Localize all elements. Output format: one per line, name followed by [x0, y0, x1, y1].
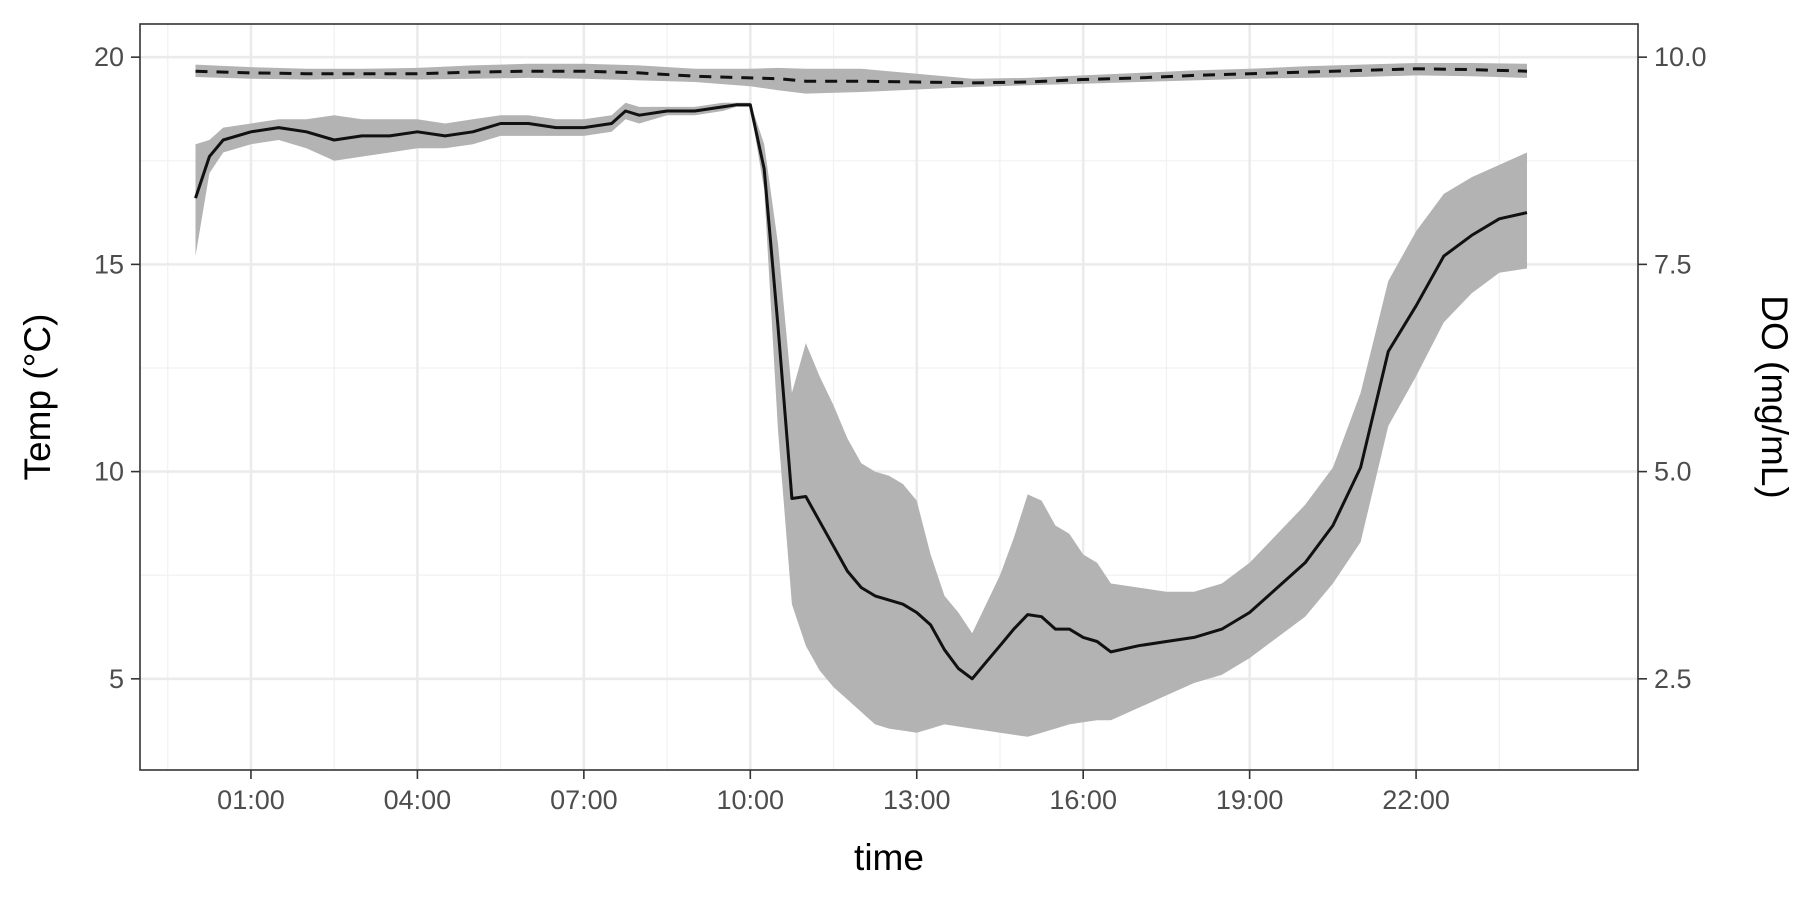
series-band-0	[195, 63, 1527, 94]
y-tick-label: 20	[94, 42, 124, 72]
series-line-0	[195, 67, 1528, 85]
y-axis-left: 5 10 15 20	[94, 42, 140, 694]
x-tick-label: 19:00	[1216, 785, 1284, 815]
x-tick-label: 04:00	[384, 785, 452, 815]
y2-tick-label: 2.5	[1654, 664, 1692, 694]
y2-tick-label: 10.0	[1654, 42, 1707, 72]
confidence-bands	[195, 63, 1527, 737]
x-tick-label: 07:00	[550, 785, 618, 815]
x-tick-label: 10:00	[717, 785, 785, 815]
series-lines	[194, 67, 1528, 681]
y2-axis-title: DO (mg/mL)	[1754, 295, 1795, 499]
panel-border	[139, 23, 1639, 771]
x-tick-label: 01:00	[217, 785, 285, 815]
y-tick-label: 5	[109, 664, 124, 694]
y2-tick-label: 7.5	[1654, 249, 1692, 279]
x-tick-label: 13:00	[883, 785, 951, 815]
x-axis: 01:00 04:00 07:00 10:00 13:00 16:00 19:00 22:00	[217, 770, 1450, 815]
y-tick-label: 10	[94, 457, 124, 487]
y-tick-label: 15	[94, 249, 124, 279]
y-axis-title: Temp (°C)	[17, 314, 58, 481]
series-line-1	[194, 103, 1528, 681]
y-axis-right: 2.5 5.0 7.5 10.0	[1638, 42, 1707, 694]
x-tick-label: 16:00	[1049, 785, 1117, 815]
y2-tick-label: 5.0	[1654, 457, 1692, 487]
x-tick-label: 22:00	[1382, 785, 1450, 815]
series-band-1	[195, 102, 1527, 737]
x-axis-title: time	[854, 837, 924, 878]
